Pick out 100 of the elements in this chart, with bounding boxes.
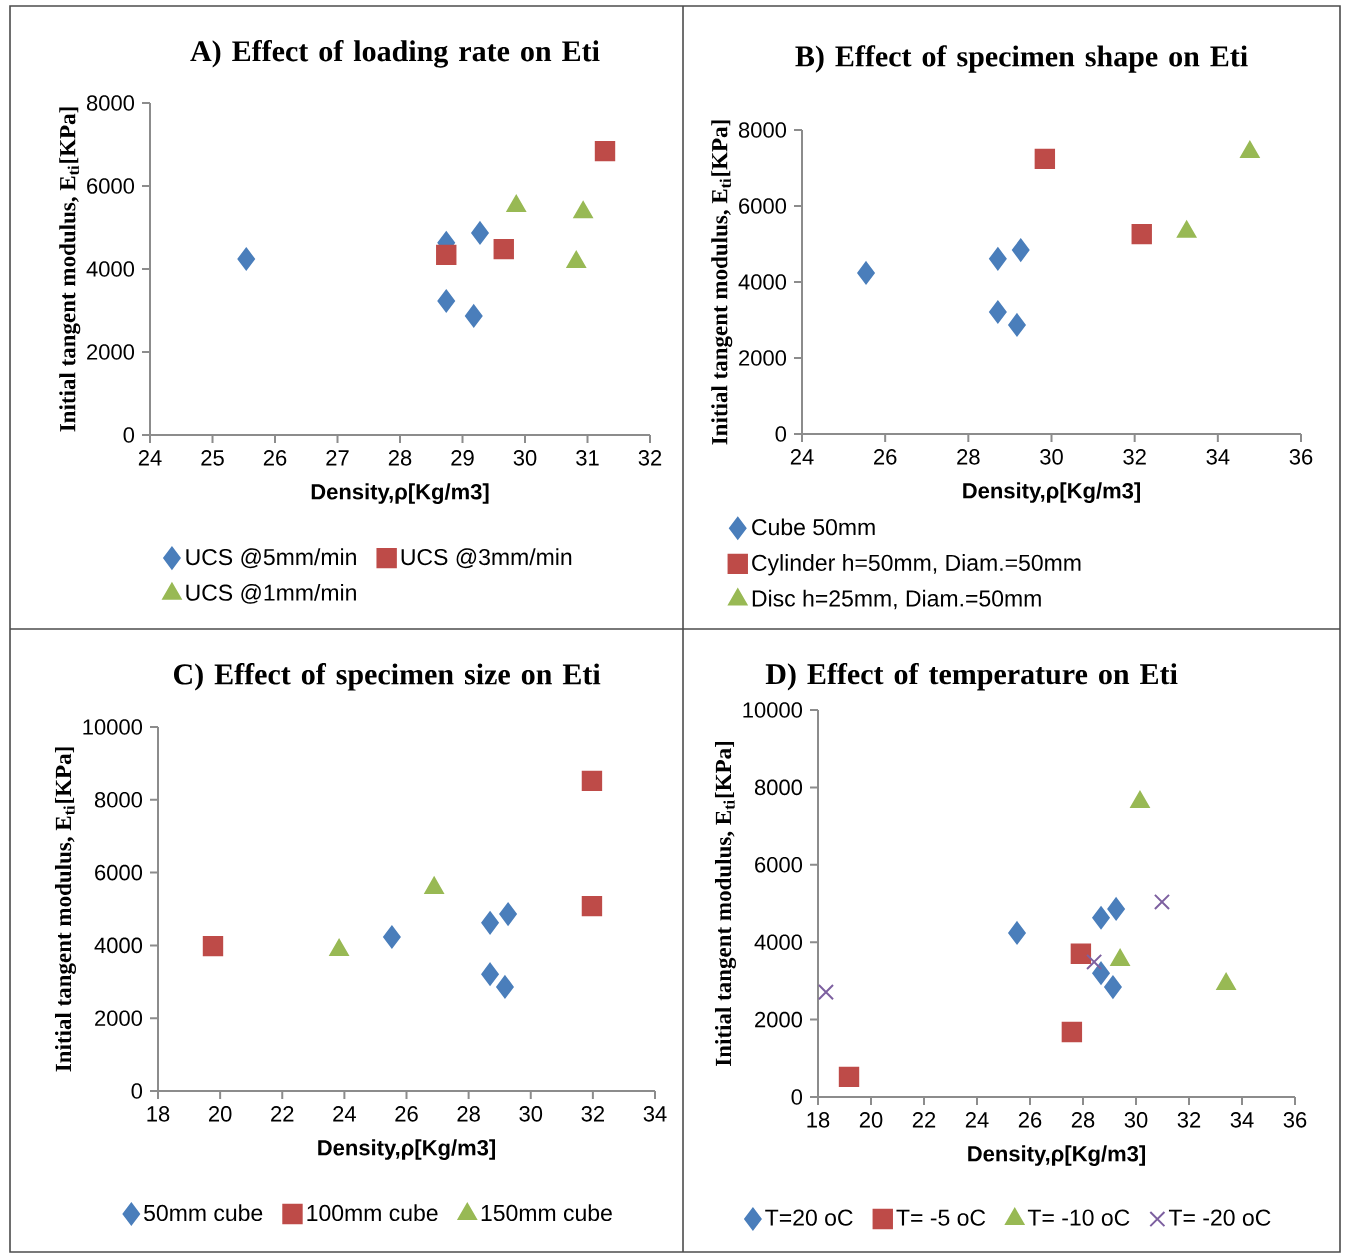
point: [1086, 953, 1103, 970]
x-tick-label: 24: [138, 450, 162, 466]
point: [1240, 141, 1260, 159]
chart-title: A) Effect of loading rate on Eti: [190, 39, 600, 68]
y-tick-label: 0: [123, 427, 135, 443]
y-tick-label: 2000: [739, 350, 787, 366]
point: [1130, 791, 1150, 809]
y-tick-label: 0: [775, 426, 787, 442]
legend-label: 100mm cube: [307, 1204, 438, 1222]
x-tick-label: 30: [1040, 449, 1063, 465]
x-tick-label: 31: [576, 450, 599, 466]
legend-label: Cylinder h=50mm, Diam.=50mm: [752, 554, 1081, 576]
point: [464, 304, 483, 328]
y-tick-label: 6000: [755, 857, 803, 873]
legend-label: Disc h=25mm, Diam.=50mm: [752, 589, 1041, 610]
y-tick-label: 10000: [83, 719, 143, 735]
y-tick-label: 2000: [95, 1010, 143, 1026]
point: [857, 261, 875, 285]
point: [1034, 148, 1056, 170]
y-tick-label: 6000: [87, 178, 135, 194]
point: [1131, 223, 1152, 245]
x-tick-label: 22: [912, 1112, 936, 1128]
x-axis-title: Density,ρ[Kg/m3]: [968, 1145, 1145, 1166]
legend-label: UCS @3mm/min: [401, 548, 572, 569]
x-tick-label: 27: [326, 450, 349, 466]
y-tick-label: 4000: [86, 261, 135, 277]
y-tick-label: 4000: [94, 937, 143, 954]
x-tick-label: 32: [1123, 449, 1146, 465]
legend-label: UCS @5mm/min: [186, 548, 356, 569]
x-tick-label: 34: [1206, 449, 1230, 465]
x-tick-label: 30: [519, 1106, 543, 1122]
y-axis-title: Initial tangent modulus, E$_{ti}$[KPa]: [59, 107, 81, 432]
y-tick-label: 10000: [743, 702, 803, 718]
point: [1107, 897, 1125, 921]
point: [437, 289, 456, 313]
y-tick-label: 2000: [755, 1011, 803, 1028]
y-tick-label: 6000: [739, 198, 787, 214]
legend-label: T=20 oC: [765, 1209, 853, 1226]
point: [817, 984, 835, 1001]
x-tick-label: 26: [395, 1106, 418, 1122]
y-tick-label: 0: [131, 1083, 143, 1099]
point: [989, 300, 1007, 324]
y-tick-label: 8000: [86, 95, 135, 111]
point: [237, 247, 256, 271]
x-tick-label: 30: [1124, 1112, 1148, 1128]
x-tick-label: 28: [457, 1106, 480, 1122]
point: [202, 935, 224, 957]
chart-title: B) Effect of specimen shape on Eti: [795, 45, 1248, 73]
y-tick-label: 0: [791, 1089, 803, 1105]
point: [383, 925, 401, 949]
point: [499, 902, 517, 926]
point: [471, 221, 489, 245]
point: [1061, 1021, 1083, 1043]
x-tick-label: 28: [388, 450, 412, 466]
x-tick-label: 18: [807, 1112, 830, 1128]
y-tick-label: 4000: [754, 934, 803, 950]
x-tick-label: 28: [957, 449, 980, 465]
x-axis-title: Density,ρ[Kg/m3]: [963, 482, 1140, 503]
x-tick-label: 32: [1177, 1112, 1201, 1128]
y-tick-label: 8000: [94, 792, 143, 808]
x-tick-label: 24: [790, 449, 814, 465]
chart-title: C) Effect of specimen size on Eti: [173, 663, 601, 691]
x-tick-label: 26: [874, 449, 897, 465]
x-tick-label: 18: [147, 1106, 170, 1122]
x-tick-label: 36: [1289, 449, 1313, 465]
x-tick-label: 28: [1071, 1112, 1095, 1128]
y-axis-title: Initial tangent modulus, E$_{ti}$[KPa]: [711, 120, 733, 445]
legend-label: 150mm cube: [481, 1204, 612, 1222]
x-tick-label: 34: [643, 1106, 667, 1122]
point: [1092, 961, 1110, 985]
point: [838, 1066, 860, 1088]
legend-label: 50mm cube: [144, 1204, 263, 1222]
y-tick-label: 8000: [738, 122, 787, 138]
point: [1011, 238, 1030, 262]
point: [1008, 313, 1026, 337]
point: [581, 895, 603, 917]
point: [493, 238, 514, 260]
x-tick-label: 24: [333, 1106, 356, 1122]
point: [1008, 921, 1026, 945]
point: [1153, 893, 1171, 911]
point: [1104, 975, 1122, 999]
y-tick-label: 6000: [95, 864, 143, 881]
x-tick-label: 32: [638, 450, 662, 466]
y-axis-title: Initial tangent modulus, E$_{ti}$[KPa]: [54, 747, 77, 1072]
point: [1092, 906, 1110, 930]
x-tick-label: 29: [451, 450, 474, 466]
legend-label: T= -5 oC: [896, 1209, 986, 1226]
x-tick-label: 20: [208, 1106, 232, 1122]
legend-label: UCS @1mm/min: [186, 583, 356, 604]
legend-label: Cube 50mm: [752, 518, 875, 536]
y-axis-title: Initial tangent modulus, E$_{ti}$[KPa]: [714, 741, 737, 1066]
point: [481, 962, 499, 986]
point: [581, 770, 603, 792]
chart-title: D) Effect of temperature on Eti: [765, 662, 1178, 691]
point: [989, 247, 1007, 271]
x-tick-label: 34: [1230, 1112, 1254, 1128]
point: [496, 975, 514, 999]
point: [481, 911, 499, 935]
point: [436, 244, 457, 266]
x-tick-label: 20: [859, 1112, 883, 1128]
